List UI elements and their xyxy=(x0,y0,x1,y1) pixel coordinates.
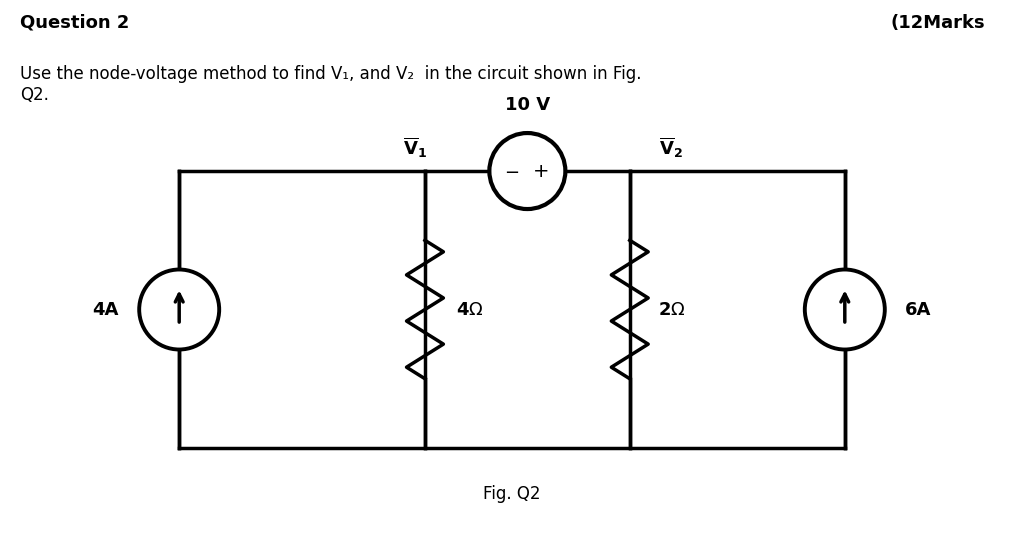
Text: $+$: $+$ xyxy=(532,162,549,180)
Text: $\mathbf{\overline{V}_2}$: $\mathbf{\overline{V}_2}$ xyxy=(658,136,683,160)
Text: (12Marks: (12Marks xyxy=(891,14,985,31)
Ellipse shape xyxy=(139,269,219,350)
Text: Fig. Q2: Fig. Q2 xyxy=(483,485,541,503)
Text: $\mathbf{\overline{V}_1}$: $\mathbf{\overline{V}_1}$ xyxy=(402,136,427,160)
Text: 10 V: 10 V xyxy=(505,96,550,114)
Text: Use the node-voltage method to find V₁, and V₂  in the circuit shown in Fig.
Q2.: Use the node-voltage method to find V₁, … xyxy=(20,65,642,104)
Text: Question 2: Question 2 xyxy=(20,14,130,31)
Text: 2$\Omega$: 2$\Omega$ xyxy=(658,300,686,319)
Ellipse shape xyxy=(489,133,565,209)
Text: 6A: 6A xyxy=(905,300,932,319)
Ellipse shape xyxy=(805,269,885,350)
Text: 4$\Omega$: 4$\Omega$ xyxy=(456,300,483,319)
Text: 4A: 4A xyxy=(92,300,119,319)
Text: $-$: $-$ xyxy=(504,162,519,180)
